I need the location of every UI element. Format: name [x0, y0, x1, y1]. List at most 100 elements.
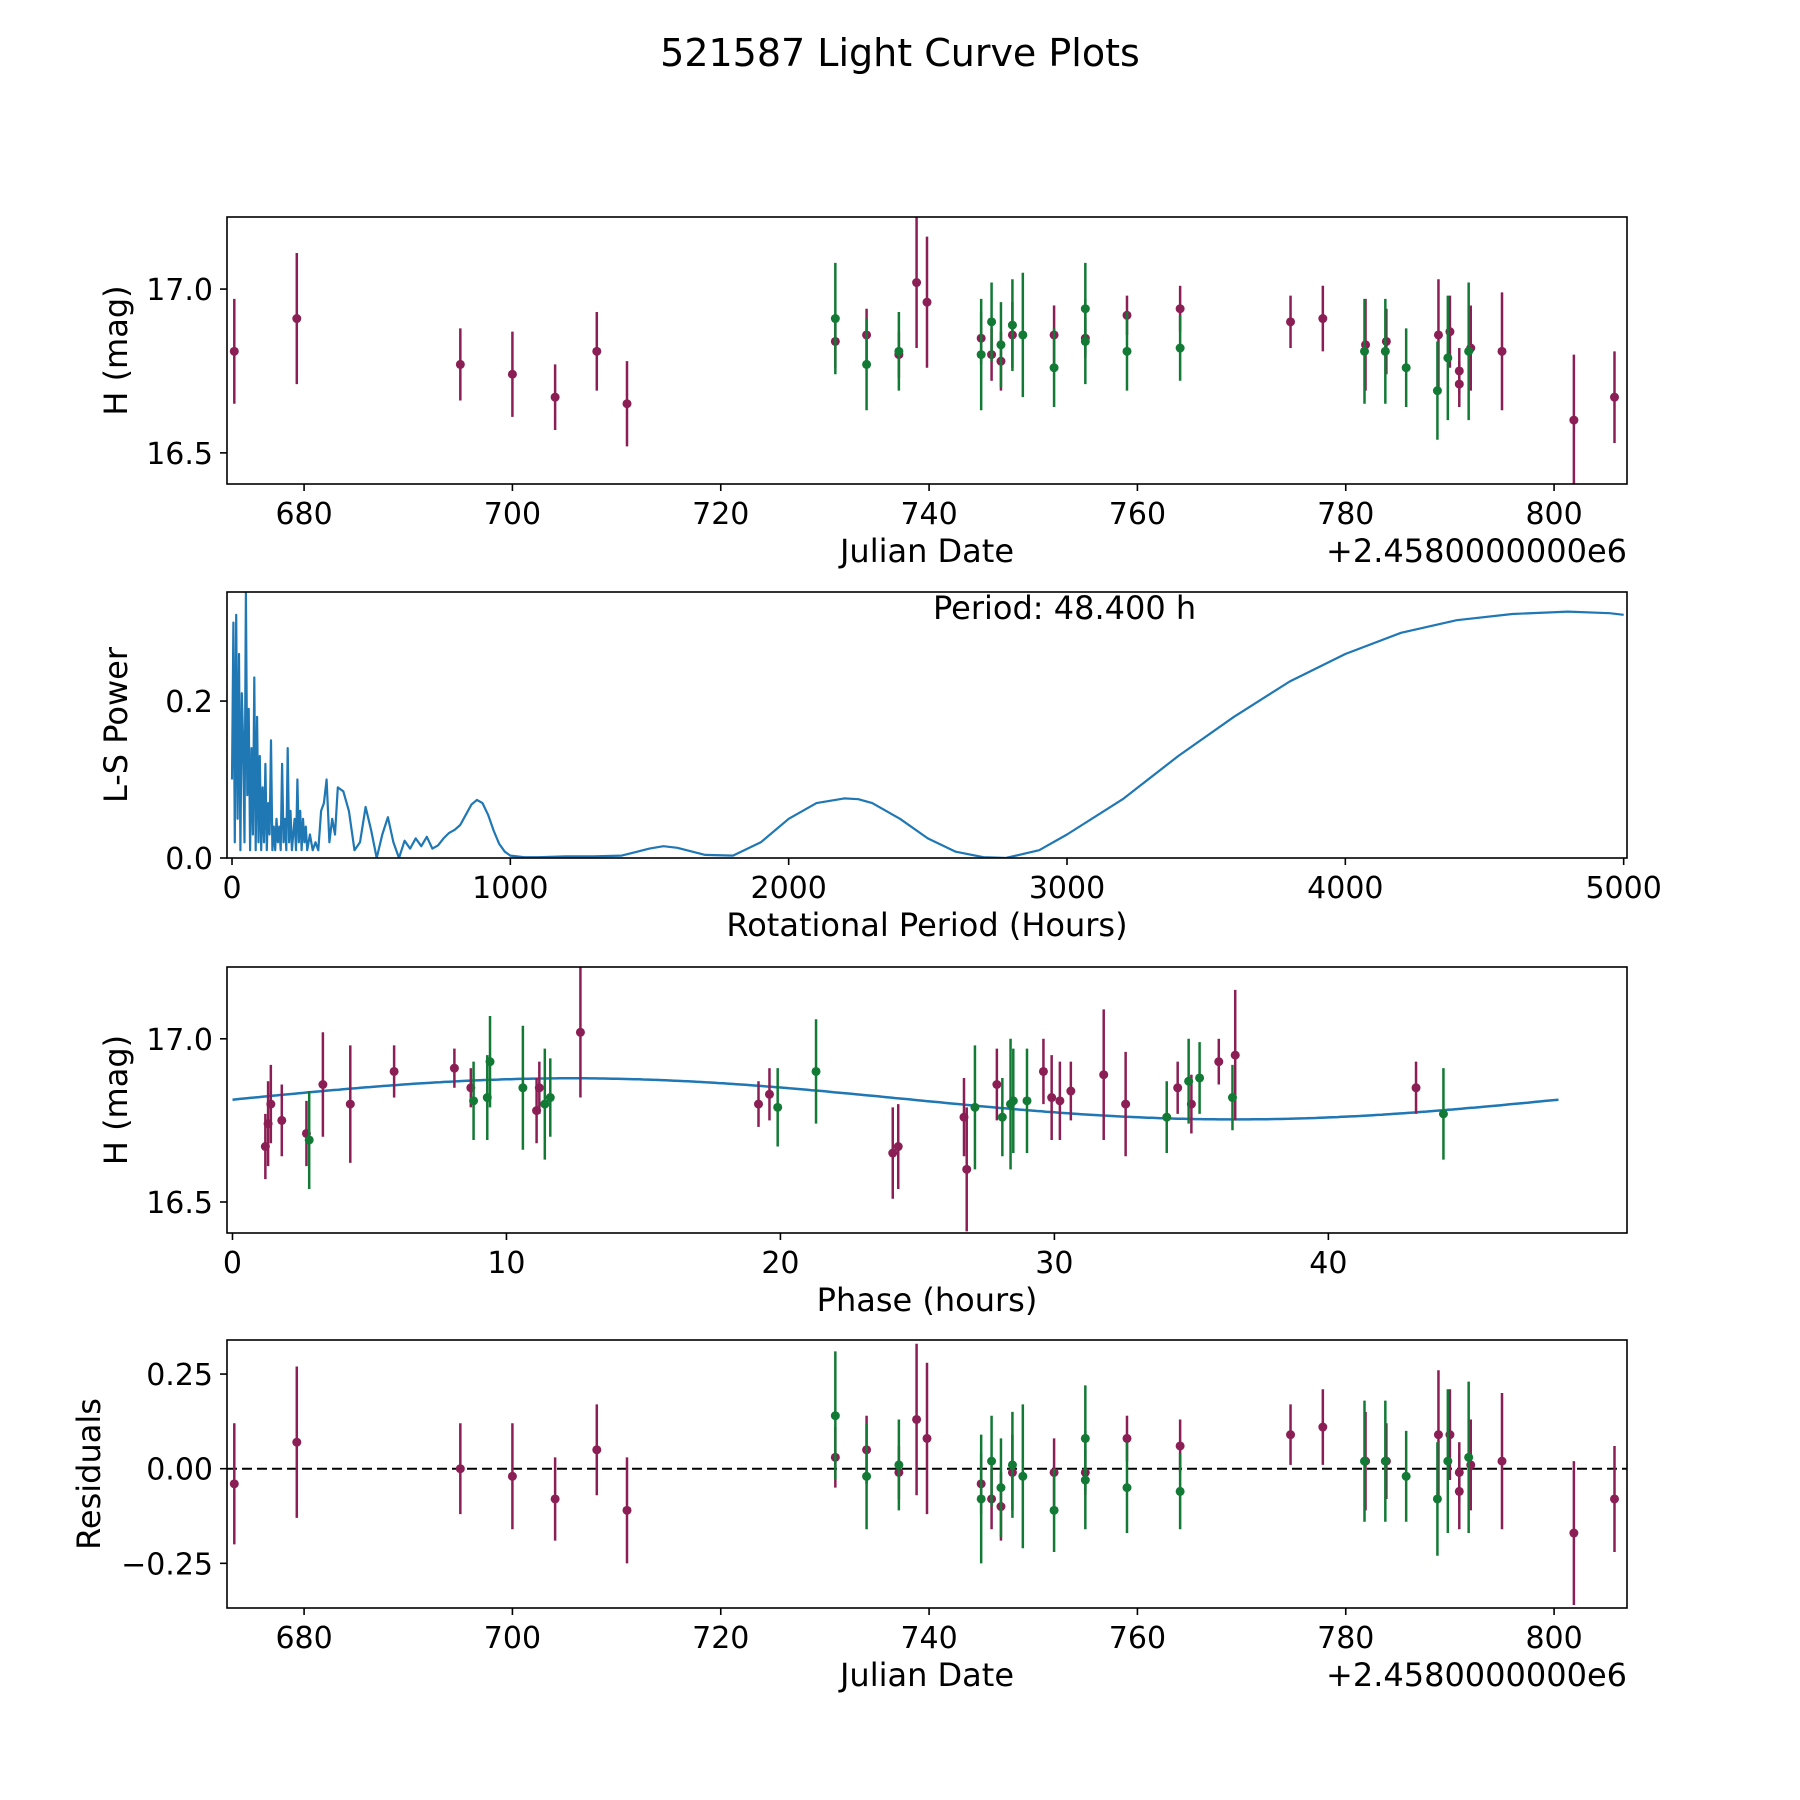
phase-xlabel: Phase (hours) [817, 1281, 1038, 1319]
y-tick-label: 17.0 [146, 273, 213, 308]
data-point [893, 1142, 903, 1152]
x-tick-label: 10 [487, 1246, 525, 1281]
data-point [1286, 317, 1296, 327]
data-point [1497, 346, 1507, 356]
data-point [455, 1464, 465, 1474]
residuals-plot-area [226, 1339, 1628, 1609]
data-point [540, 1099, 550, 1109]
x-tick-label: 5000 [1585, 871, 1661, 906]
periodogram-axes-frame [226, 591, 1628, 859]
data-point [1049, 363, 1059, 373]
x-tick-label: 740 [900, 497, 957, 532]
data-point [1401, 363, 1411, 373]
data-point [1195, 1073, 1205, 1083]
data-point [1380, 1456, 1390, 1466]
data-point [1610, 1494, 1619, 1504]
periodogram-clipped-marks [230, 592, 1624, 858]
data-point [1008, 1096, 1018, 1106]
data-point [922, 1433, 932, 1443]
data-point [922, 297, 932, 307]
data-point [1360, 346, 1369, 356]
data-point [1432, 1494, 1442, 1504]
data-point [997, 1112, 1007, 1122]
data-point [1401, 1471, 1411, 1481]
data-point [1438, 1109, 1448, 1119]
y-tick-label: 16.5 [146, 437, 213, 472]
phase-ticks: 0 10 20 30 40 16.5 17.0 [146, 1023, 1347, 1281]
data-point [1018, 330, 1028, 340]
data-point [1066, 1086, 1076, 1096]
data-point [1047, 1093, 1057, 1103]
y-tick-label: 0.2 [165, 685, 213, 720]
data-point [229, 1479, 239, 1489]
x-tick-label: 780 [1317, 497, 1374, 532]
data-point [318, 1079, 328, 1089]
lightcurve-series-filter-2 [830, 262, 1474, 440]
x-tick-label: 3000 [1029, 871, 1105, 906]
data-point [862, 359, 872, 369]
periodogram-ticks: 0 1000 2000 3000 4000 5000 0.0 0.2 [165, 685, 1662, 906]
x-tick-label: 30 [1035, 1246, 1073, 1281]
data-point [292, 314, 302, 324]
y-tick-label: 16.5 [146, 1186, 213, 1221]
residuals-xlabel: Julian Date [838, 1656, 1014, 1694]
x-tick-label: 720 [692, 497, 749, 532]
periodogram-ylabel: L-S Power [97, 646, 135, 803]
x-tick-label: 0 [223, 1246, 242, 1281]
data-point [888, 1148, 898, 1158]
data-point [976, 350, 986, 360]
data-point [1569, 415, 1579, 425]
data-point [449, 1063, 459, 1073]
y-tick-label: −0.25 [121, 1547, 213, 1582]
x-tick-label: 4000 [1307, 871, 1383, 906]
data-point [1464, 346, 1474, 356]
data-point [830, 1411, 840, 1421]
periodogram-plot-area [226, 591, 1628, 859]
data-point [1055, 1096, 1065, 1106]
data-point [277, 1115, 287, 1125]
lightcurve-ticks: 680 700 720 740 760 780 800 16.5 17.0 [146, 273, 1583, 532]
phase-panel: 0 10 20 30 40 16.5 17.0 Phase (hours) H (mag) [97, 966, 1628, 1319]
lightcurve-ylabel: H (mag) [97, 285, 135, 415]
data-point [1080, 304, 1090, 314]
data-point [1433, 1430, 1443, 1440]
data-point [1162, 1112, 1172, 1122]
lightcurve-axes-frame [226, 216, 1628, 485]
data-point [1122, 346, 1132, 356]
y-tick-label: 17.0 [146, 1023, 213, 1058]
data-point [811, 1066, 821, 1076]
data-point [1184, 1076, 1194, 1086]
data-point [545, 1093, 555, 1103]
data-point [507, 369, 517, 379]
y-tick-label: 0.25 [146, 1358, 213, 1393]
data-point [1230, 1050, 1240, 1060]
data-point [1122, 1483, 1132, 1493]
data-point [1454, 1486, 1464, 1496]
data-point [830, 314, 840, 324]
data-point [1175, 1441, 1185, 1451]
data-point [1227, 1093, 1237, 1103]
x-tick-label: 2000 [750, 871, 826, 906]
data-point [912, 1414, 922, 1424]
data-point [894, 1460, 904, 1470]
data-point [1007, 320, 1017, 330]
data-point [862, 1471, 872, 1481]
figure-title: 521587 Light Curve Plots [660, 31, 1140, 75]
data-point [1454, 379, 1464, 389]
lightcurve-plot-area [226, 216, 1628, 485]
data-point [1443, 353, 1453, 363]
data-point [592, 1445, 602, 1455]
lightcurve-xlabel: Julian Date [838, 532, 1014, 570]
x-tick-label: 40 [1309, 1246, 1347, 1281]
data-point [469, 1096, 479, 1106]
periodogram-xlabel: Rotational Period (Hours) [726, 906, 1127, 944]
data-point [962, 1164, 972, 1174]
residuals-axes-frame [226, 1339, 1628, 1609]
data-point [764, 1089, 774, 1099]
x-tick-label: 0 [222, 871, 241, 906]
data-point [345, 1099, 355, 1109]
y-tick-label: 0.00 [146, 1453, 213, 1488]
data-point [970, 1102, 980, 1112]
data-point [455, 359, 465, 369]
